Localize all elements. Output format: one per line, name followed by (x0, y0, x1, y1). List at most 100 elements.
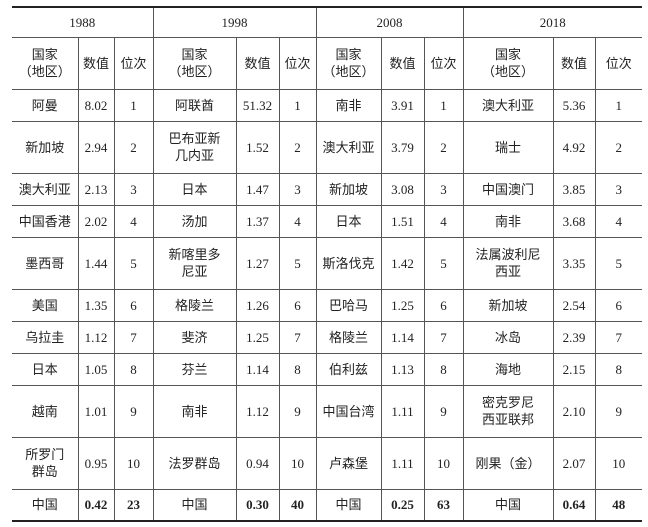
country-cell: 美国 (12, 288, 79, 322)
value-cell: 0.95 (77, 436, 115, 490)
rank-cell: 5 (423, 236, 464, 290)
rank-cell: 10 (278, 436, 317, 490)
value-cell: 8.02 (77, 88, 115, 122)
rank-cell: 48 (594, 488, 643, 522)
country-cell: 斯洛伐克 (315, 236, 382, 290)
value-cell: 1.42 (380, 236, 425, 290)
rank-cell: 8 (423, 352, 464, 386)
value-cell: 1.44 (77, 236, 115, 290)
rank-cell: 63 (423, 488, 464, 522)
value-cell: 3.35 (552, 236, 596, 290)
country-cell: 中国澳门 (462, 172, 554, 206)
column-header-country: 国家 （地区） (315, 36, 382, 90)
value-cell: 1.52 (235, 120, 280, 174)
country-cell: 中国 (12, 488, 79, 522)
value-cell: 0.64 (552, 488, 596, 522)
country-cell: 瑞士 (462, 120, 554, 174)
rank-cell: 1 (278, 88, 317, 122)
value-cell: 1.11 (380, 436, 425, 490)
column-header-row: 国家 （地区） 数值 位次 国家 （地区） 数值 位次 国家 （地区） 数值 位次 国家 （地区） 数值 位次 (12, 36, 643, 90)
column-header-country: 国家 （地区） (12, 36, 79, 90)
value-cell: 1.12 (235, 384, 280, 438)
country-cell: 南非 (152, 384, 237, 438)
rank-cell: 5 (113, 236, 154, 290)
rank-cell: 10 (113, 436, 154, 490)
rank-cell: 23 (113, 488, 154, 522)
rank-cell: 7 (278, 320, 317, 354)
rank-cell: 2 (594, 120, 643, 174)
country-cell: 中国香港 (12, 204, 79, 238)
value-cell: 1.13 (380, 352, 425, 386)
rank-cell: 9 (423, 384, 464, 438)
rank-cell: 10 (594, 436, 643, 490)
value-cell: 1.27 (235, 236, 280, 290)
country-cell: 斐济 (152, 320, 237, 354)
rank-cell: 3 (278, 172, 317, 206)
value-cell: 1.26 (235, 288, 280, 322)
year-header: 1998 (152, 6, 317, 38)
rank-cell: 6 (278, 288, 317, 322)
country-cell: 日本 (315, 204, 382, 238)
value-cell: 3.91 (380, 88, 425, 122)
value-cell: 2.07 (552, 436, 596, 490)
country-cell: 阿曼 (12, 88, 79, 122)
column-header-country: 国家 （地区） (462, 36, 554, 90)
country-cell: 刚果（金） (462, 436, 554, 490)
country-cell: 巴布亚新 几内亚 (152, 120, 237, 174)
rank-cell: 1 (594, 88, 643, 122)
rank-cell: 7 (113, 320, 154, 354)
ranking-table: 1988 1998 2008 2018 国家 （地区） 数值 位次 国家 （地区） 数值 位次 国家 （地… (12, 6, 643, 522)
rank-cell: 2 (278, 120, 317, 174)
value-cell: 1.05 (77, 352, 115, 386)
value-cell: 2.13 (77, 172, 115, 206)
country-cell: 澳大利亚 (462, 88, 554, 122)
country-cell: 卢森堡 (315, 436, 382, 490)
table-row: 阿曼 8.02 1 阿联酋 51.32 1 南非 3.91 1 澳大利亚 5.36 1 (12, 88, 643, 122)
table-row: 美国 1.35 6 格陵兰 1.26 6 巴哈马 1.25 6 新加坡 2.54 6 (12, 288, 643, 322)
china-row: 中国 0.42 23 中国 0.30 40 中国 0.25 63 中国 0.64 48 (12, 488, 643, 522)
column-header-value: 数值 (235, 36, 280, 90)
country-cell: 新加坡 (12, 120, 79, 174)
country-cell: 日本 (152, 172, 237, 206)
year-header: 2008 (315, 6, 464, 38)
country-cell: 中国 (462, 488, 554, 522)
country-cell: 日本 (12, 352, 79, 386)
rank-cell: 4 (594, 204, 643, 238)
rank-cell: 3 (423, 172, 464, 206)
table-row: 所罗门 群岛 0.95 10 法罗群岛 0.94 10 卢森堡 1.11 10 刚果（金） 2.07 1… (12, 436, 643, 490)
country-cell: 法属波利尼 西亚 (462, 236, 554, 290)
value-cell: 1.01 (77, 384, 115, 438)
rank-cell: 3 (113, 172, 154, 206)
rank-cell: 4 (113, 204, 154, 238)
value-cell: 1.12 (77, 320, 115, 354)
country-cell: 冰岛 (462, 320, 554, 354)
country-cell: 格陵兰 (152, 288, 237, 322)
value-cell: 2.10 (552, 384, 596, 438)
column-header-value: 数值 (380, 36, 425, 90)
table-row: 日本 1.05 8 芬兰 1.14 8 伯利兹 1.13 8 海地 2.15 8 (12, 352, 643, 386)
rank-cell: 8 (113, 352, 154, 386)
value-cell: 2.94 (77, 120, 115, 174)
country-cell: 越南 (12, 384, 79, 438)
year-header-row: 1988 1998 2008 2018 (12, 6, 643, 38)
rank-cell: 6 (423, 288, 464, 322)
column-header-rank: 位次 (594, 36, 643, 90)
value-cell: 0.42 (77, 488, 115, 522)
column-header-rank: 位次 (278, 36, 317, 90)
country-cell: 密克罗尼 西亚联邦 (462, 384, 554, 438)
country-cell: 海地 (462, 352, 554, 386)
value-cell: 0.30 (235, 488, 280, 522)
country-cell: 乌拉圭 (12, 320, 79, 354)
country-cell: 澳大利亚 (315, 120, 382, 174)
value-cell: 1.14 (235, 352, 280, 386)
value-cell: 51.32 (235, 88, 280, 122)
rank-cell: 8 (594, 352, 643, 386)
value-cell: 1.51 (380, 204, 425, 238)
table-row: 中国香港 2.02 4 汤加 1.37 4 日本 1.51 4 南非 3.68 4 (12, 204, 643, 238)
rank-cell: 2 (423, 120, 464, 174)
rank-cell: 9 (113, 384, 154, 438)
value-cell: 1.37 (235, 204, 280, 238)
rank-cell: 6 (113, 288, 154, 322)
country-cell: 墨西哥 (12, 236, 79, 290)
country-cell: 南非 (462, 204, 554, 238)
